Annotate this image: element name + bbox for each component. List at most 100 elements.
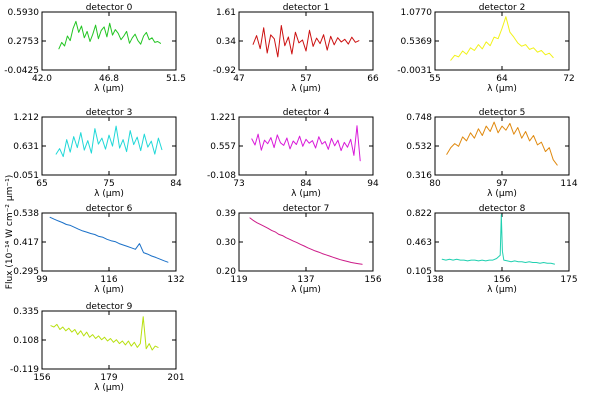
x-tick-label: 179 [100,373,117,383]
x-tick-label: 99 [36,275,48,285]
y-tick-label: 0.748 [406,113,432,123]
x-tick-label: 84 [300,179,312,189]
detector-panel: detector 5 0.316 0.532 0.748 80 97 114 λ (μm) [406,108,578,199]
x-tick-label: 66 [367,74,379,84]
y-tick-label: 0.20 [216,267,236,277]
panel-frame [238,116,374,176]
spectrum-line [50,316,159,351]
x-tick-label: 75 [103,179,114,189]
y-tick-label: 1.212 [13,113,39,123]
y-tick-label: 0.335 [13,307,39,317]
spectrum-line [252,25,360,58]
panel-title: detector 0 [86,3,133,13]
y-tick-label: 0.532 [406,142,432,152]
x-axis-label: λ (μm) [291,84,321,94]
panel-title: detector 6 [86,204,133,214]
y-tick-label: 0.417 [13,238,39,248]
x-tick-label: 156 [493,275,510,285]
panel-frame [41,212,177,272]
x-tick-label: 201 [167,373,184,383]
y-tick-label: 0.538 [13,209,39,219]
detector-panel: detector 6 0.295 0.417 0.538 99 116 132 λ (μm) [13,204,184,295]
x-tick-label: 94 [367,179,379,189]
detector-panel: detector 0 -0.0425 0.2753 0.5930 42.0 46.8 51.… [4,3,186,94]
x-tick-label: 42.0 [32,74,52,84]
x-tick-label: 64 [496,74,508,84]
x-axis-label: λ (μm) [94,383,124,393]
x-tick-label: 156 [364,275,381,285]
panel-title: detector 3 [86,108,133,118]
spectrum-line [49,216,169,263]
x-tick-label: 65 [36,179,47,189]
y-tick-label: 0.34 [216,37,236,47]
spectrum-line [446,121,558,166]
panel-title: detector 7 [283,204,330,214]
x-tick-label: 46.8 [99,74,119,84]
x-tick-label: 51.5 [166,74,186,84]
x-tick-label: 97 [496,179,507,189]
y-tick-label: 0.5369 [401,37,433,47]
y-tick-label: 0.316 [406,171,432,181]
detector-panel: detector 8 0.105 0.463 0.822 138 156 175 λ (μm) [406,204,577,295]
x-axis-label: λ (μm) [94,189,124,199]
x-tick-label: 138 [426,275,443,285]
x-axis-label: λ (μm) [487,84,517,94]
x-tick-label: 73 [233,179,244,189]
detector-panel: detector 7 0.20 0.30 0.39 119 137 156 λ (μm) [216,204,382,295]
x-tick-label: 84 [170,179,182,189]
y-tick-label: 0.295 [13,267,39,277]
y-tick-label: -0.0031 [397,66,432,76]
y-tick-label: 0.051 [13,171,39,181]
y-tick-label: 1.221 [210,113,236,123]
x-axis-label: λ (μm) [487,285,517,295]
x-axis-label: λ (μm) [94,285,124,295]
spectrum-line [55,125,163,158]
y-tick-label: 0.105 [406,267,432,277]
x-tick-label: 116 [100,275,117,285]
y-tick-label: 0.108 [13,336,39,346]
panel-title: detector 2 [479,3,526,13]
spectrum-line [251,125,361,162]
detector-panel: detector 9 -0.119 0.108 0.335 156 179 201 λ (μm… [10,302,185,393]
x-axis-label: λ (μm) [94,84,124,94]
panel-frame [434,11,570,71]
y-tick-label: 0.463 [406,238,432,248]
x-tick-label: 47 [233,74,244,84]
spectrum-line [441,214,555,265]
y-tick-label: 0.631 [13,142,39,152]
y-tick-label: 1.0770 [401,8,433,18]
figure-ylabel: Flux (10⁻¹⁴ W cm⁻² μm⁻¹) [5,175,15,289]
x-tick-label: 80 [429,179,441,189]
x-axis-label: λ (μm) [291,285,321,295]
y-tick-label: 0.2753 [8,37,40,47]
detector-panel: detector 1 -0.92 0.34 1.61 47 57 66 λ (μm) [213,3,379,94]
y-tick-label: -0.0425 [4,66,39,76]
y-tick-label: 0.822 [406,209,432,219]
y-tick-label: -0.92 [213,66,236,76]
detector-panel: detector 3 0.051 0.631 1.212 65 75 84 λ (μm) [13,108,182,199]
x-tick-label: 114 [560,179,577,189]
panel-title: detector 4 [283,108,330,118]
panel-frame [41,11,177,71]
panel-title: detector 1 [283,3,330,13]
x-tick-label: 156 [33,373,50,383]
panel-title: detector 5 [479,108,526,118]
y-tick-label: 0.39 [216,209,236,219]
y-tick-label: -0.108 [207,171,236,181]
x-tick-label: 55 [429,74,440,84]
x-tick-label: 57 [300,74,311,84]
spectrum-line [58,20,161,50]
panel-title: detector 8 [479,204,526,214]
y-tick-label: 0.30 [216,238,236,248]
x-tick-label: 72 [563,74,574,84]
y-tick-label: 0.557 [210,142,236,152]
x-tick-label: 119 [230,275,247,285]
y-tick-label: -0.119 [10,365,39,375]
x-tick-label: 175 [560,275,577,285]
x-axis-label: λ (μm) [291,189,321,199]
y-tick-label: 1.61 [216,8,236,18]
detector-panel: detector 4 -0.108 0.557 1.221 73 84 94 λ (μm) [207,108,379,199]
spectrum-line [249,217,363,265]
x-tick-label: 132 [167,275,184,285]
